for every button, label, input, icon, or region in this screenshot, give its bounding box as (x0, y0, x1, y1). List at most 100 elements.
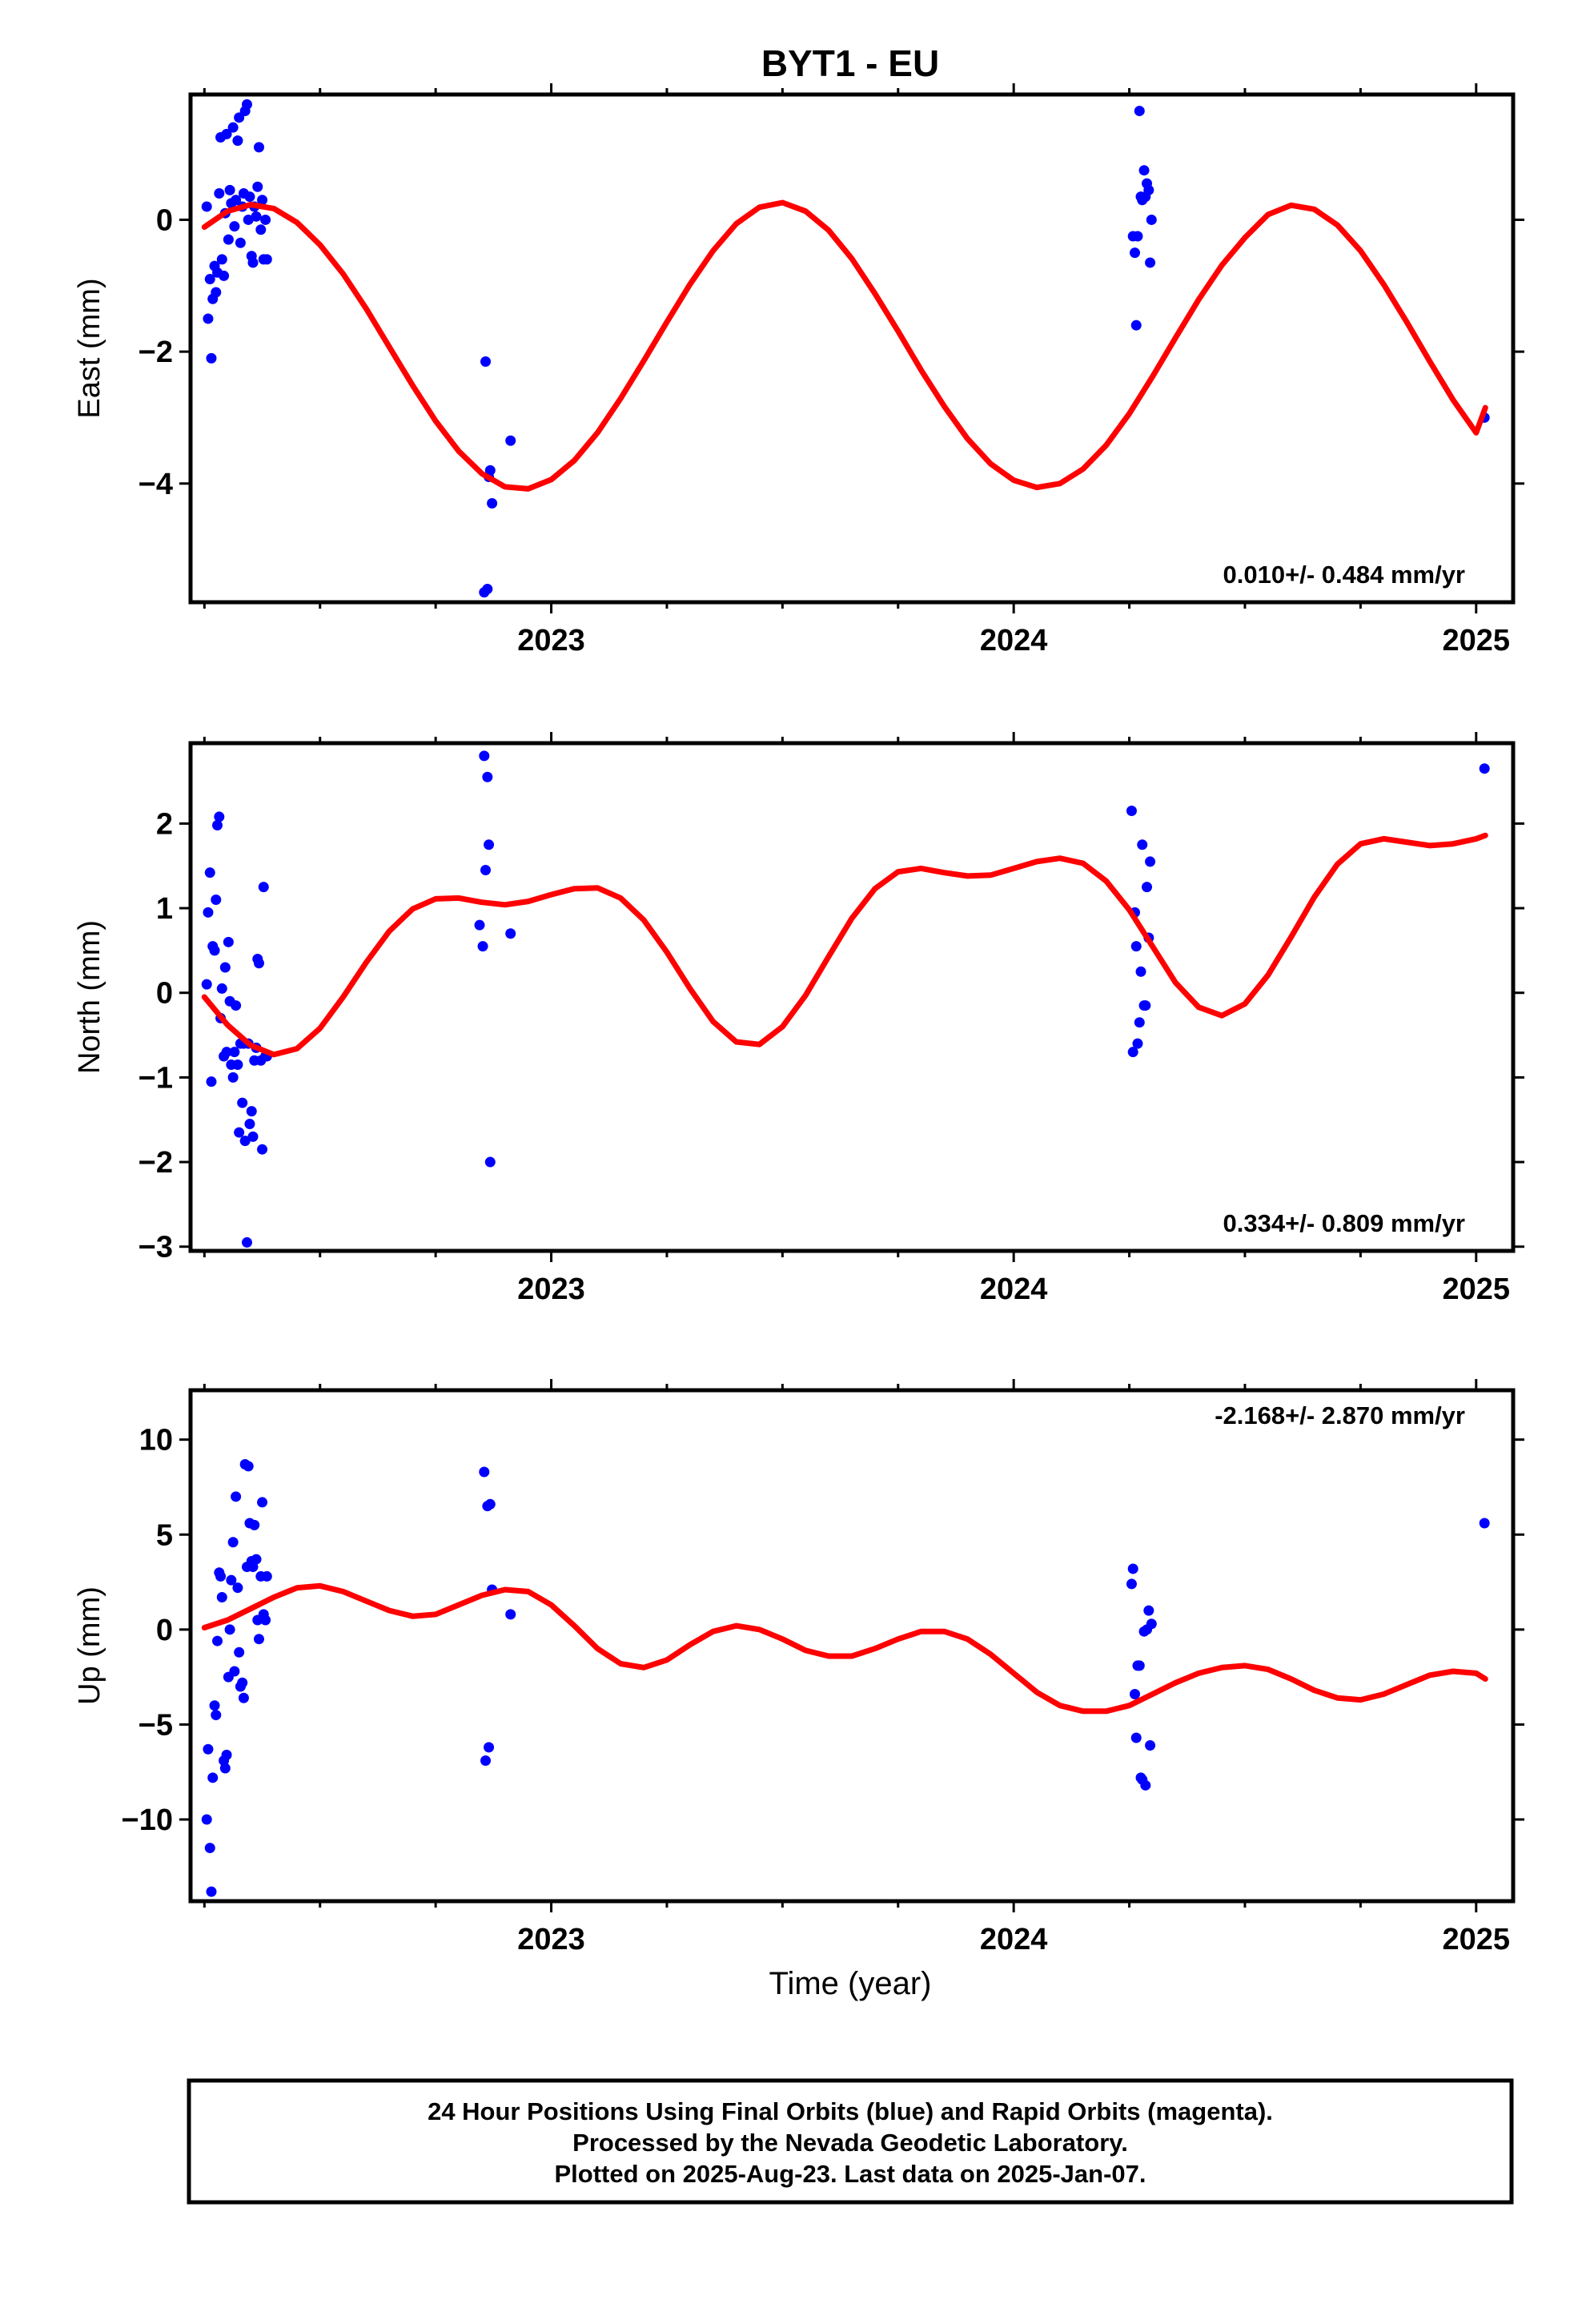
up-data-point (243, 1461, 254, 1472)
east-data-point (484, 464, 496, 476)
up-data-point (204, 1843, 215, 1854)
up-data-point (211, 1710, 222, 1721)
east-data-point (252, 181, 263, 192)
north-data-point (219, 962, 231, 973)
east-data-point (1132, 231, 1143, 242)
north-data-point (247, 1131, 259, 1142)
north-data-point (1127, 1047, 1138, 1058)
east-data-point (1143, 184, 1154, 195)
north-data-point (1145, 856, 1156, 867)
east-data-point (235, 237, 246, 248)
up-y-tick-label: 5 (156, 1518, 173, 1552)
north-data-point (479, 750, 490, 762)
north-data-point (241, 1236, 252, 1248)
east-data-point (241, 99, 252, 110)
up-data-point (249, 1519, 260, 1530)
north-data-point (253, 958, 264, 969)
east-data-point (1145, 257, 1156, 268)
footer-box: 24 Hour Positions Using Final Orbits (bl… (187, 2078, 1514, 2205)
north-data-point (211, 894, 222, 905)
east-data-point (251, 211, 262, 222)
east-data-point (255, 224, 267, 235)
east-data-point (505, 435, 516, 446)
north-data-point (480, 865, 492, 875)
up-frame (188, 1388, 1516, 1904)
footer-line-2: Processed by the Nevada Geodetic Laborat… (572, 2129, 1128, 2157)
north-data-point (231, 1000, 242, 1011)
footer-line-3: Plotted on 2025-Aug-23. Last data on 202… (554, 2160, 1146, 2188)
up-data-point (227, 1537, 239, 1548)
north-data-point (232, 1059, 243, 1071)
up-y-tick-label: 10 (139, 1424, 173, 1458)
up-data-points (201, 1458, 1490, 1897)
up-data-point (261, 1570, 272, 1582)
north-x-tick-label: 2023 (517, 1273, 585, 1306)
up-data-point (206, 1886, 217, 1897)
up-data-point (1130, 1732, 1142, 1743)
east-data-point (206, 352, 217, 364)
east-data-point (247, 257, 259, 268)
up-data-point (484, 1742, 495, 1753)
up-data-point (1130, 1688, 1141, 1699)
north-y-tick-label: 0 (156, 977, 173, 1011)
east-model-curve (201, 199, 1488, 492)
east-data-point (253, 142, 264, 153)
north-panel: 2 1 0 −1 −2 −3 2023 2024 2025 North (mm) 0.334+/- … (73, 732, 1524, 1306)
east-data-point (227, 122, 239, 133)
up-data-point (253, 1634, 264, 1645)
east-data-point (487, 497, 498, 509)
up-data-point (224, 1624, 235, 1635)
east-data-point (480, 356, 492, 367)
north-data-point (1135, 966, 1146, 977)
north-frame (188, 741, 1516, 1253)
up-data-point (480, 1755, 492, 1766)
up-data-point (221, 1749, 232, 1760)
up-data-point (1134, 1660, 1145, 1671)
north-data-point (214, 811, 225, 822)
up-y-tick-label: −10 (122, 1803, 173, 1837)
east-rate-label: 0.010+/- 0.484 mm/yr (1223, 561, 1465, 589)
north-data-point (234, 1127, 245, 1138)
east-data-point (214, 188, 225, 199)
north-data-point (482, 771, 493, 782)
north-data-point (239, 1136, 251, 1147)
up-data-point (1479, 1518, 1490, 1529)
east-panel: 0 −2 −4 2023 2024 2025 East (mm) 0.010+/- 0.484… (73, 83, 1524, 657)
east-data-point (224, 184, 235, 195)
east-data-point (229, 221, 240, 232)
east-data-point (1146, 214, 1157, 225)
east-data-point (257, 195, 268, 206)
up-y-tick-label: −5 (139, 1708, 173, 1742)
east-data-point (232, 135, 243, 147)
north-data-point (474, 919, 485, 931)
north-x-tick-label: 2024 (980, 1273, 1048, 1306)
up-panel: 10 5 0 −5 −10 2023 2024 2025 Up (mm) -2.168+/- 2.… (73, 1379, 1524, 1956)
up-data-point (1143, 1605, 1154, 1616)
north-data-point (484, 1156, 496, 1168)
up-data-point (216, 1592, 227, 1603)
east-data-point (216, 254, 227, 265)
east-y-tick-label: 0 (156, 203, 173, 237)
north-rate-label: 0.334+/- 0.809 mm/yr (1223, 1209, 1465, 1237)
x-axis-label: Time (year) (769, 1966, 932, 2001)
east-data-point (223, 234, 234, 245)
north-data-point (1134, 1017, 1145, 1028)
up-data-point (260, 1614, 271, 1626)
up-data-point (212, 1635, 223, 1647)
east-x-tick-label: 2025 (1443, 624, 1511, 657)
east-data-point (219, 270, 230, 281)
east-data-point (244, 191, 255, 203)
north-data-point (203, 907, 214, 918)
north-data-point (1132, 1038, 1143, 1049)
north-data-point (246, 1106, 257, 1117)
up-data-point (207, 1772, 219, 1783)
up-data-point (251, 1554, 262, 1565)
north-model-curve (201, 832, 1488, 1058)
east-data-point (482, 584, 493, 595)
north-data-point (204, 867, 215, 879)
east-x-tick-label: 2023 (517, 624, 585, 657)
east-y-axis-label: East (mm) (73, 278, 106, 418)
up-data-point (231, 1491, 242, 1502)
up-x-tick-label: 2024 (980, 1923, 1048, 1956)
up-data-point (1140, 1779, 1151, 1791)
